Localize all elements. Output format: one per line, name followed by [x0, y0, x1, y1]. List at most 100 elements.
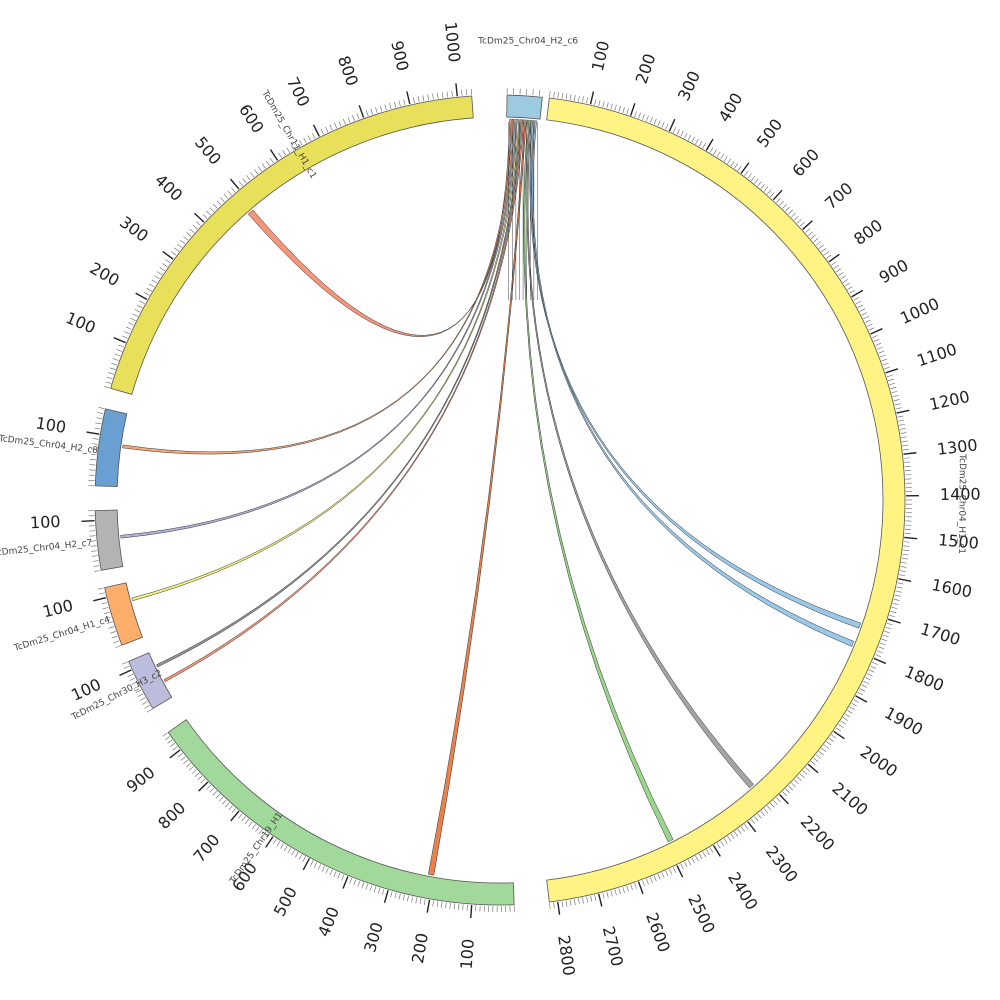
tick-label: 2600 — [642, 910, 674, 955]
minor-tick — [432, 93, 434, 100]
minor-tick — [614, 889, 617, 896]
minor-tick — [180, 239, 186, 245]
minor-tick — [875, 342, 882, 346]
minor-tick — [294, 142, 299, 148]
minor-tick — [128, 322, 134, 326]
minor-tick — [257, 166, 262, 172]
minor-tick — [680, 863, 684, 870]
minor-tick — [709, 147, 714, 153]
minor-tick — [423, 899, 426, 906]
minor-tick — [844, 282, 851, 287]
minor-tick — [894, 403, 901, 406]
major-tick — [119, 669, 132, 677]
link-c6-c1 — [531, 120, 855, 647]
minor-tick — [299, 140, 303, 146]
minor-tick — [365, 110, 369, 117]
minor-tick — [561, 901, 564, 908]
minor-tick — [171, 251, 177, 256]
minor-tick — [283, 845, 288, 852]
major-tick — [557, 901, 561, 915]
minor-tick — [272, 838, 277, 845]
minor-tick — [561, 92, 564, 99]
minor-tick — [684, 132, 688, 139]
minor-tick — [886, 374, 893, 378]
minor-tick — [737, 165, 742, 172]
minor-tick — [879, 642, 886, 646]
minor-tick — [853, 297, 859, 301]
minor-tick — [899, 428, 906, 430]
minor-tick — [390, 891, 393, 898]
minor-tick — [638, 112, 641, 119]
minor-tick — [853, 699, 859, 703]
tick-label: 800 — [154, 798, 189, 833]
minor-tick — [610, 103, 613, 110]
minor-tick — [737, 828, 742, 835]
minor-tick — [618, 888, 621, 895]
minor-tick — [760, 810, 765, 816]
minor-tick — [565, 93, 568, 100]
minor-tick — [177, 753, 183, 758]
major-tick — [887, 618, 901, 624]
minor-tick — [209, 787, 215, 793]
minor-tick — [122, 661, 128, 665]
segment-name-c8: TcDm25_Chr04_H2_c8 — [0, 434, 99, 456]
minor-tick — [250, 172, 255, 178]
minor-tick — [893, 598, 900, 601]
minor-tick — [889, 614, 896, 618]
segment-name-c1: TcDm25_Chr04_H1_c1 — [956, 453, 967, 554]
minor-tick — [606, 102, 609, 109]
minor-tick — [898, 419, 905, 422]
minor-tick — [687, 859, 692, 866]
minor-tick — [744, 823, 749, 830]
major-tick — [903, 452, 917, 455]
minor-tick — [370, 108, 373, 115]
minor-tick — [412, 97, 415, 104]
minor-tick — [302, 856, 306, 862]
minor-tick — [598, 100, 601, 107]
minor-tick — [111, 635, 118, 639]
minor-tick — [863, 315, 869, 320]
minor-tick — [132, 313, 138, 317]
segment-grey — [94, 509, 124, 571]
minor-tick — [672, 127, 677, 133]
minor-tick — [894, 594, 901, 597]
tick-label: 2700 — [599, 924, 627, 968]
minor-tick — [865, 677, 871, 681]
minor-tick — [747, 173, 752, 179]
minor-tick — [136, 304, 143, 309]
minor-tick — [291, 850, 295, 856]
minor-tick — [818, 751, 824, 756]
major-tick — [747, 821, 757, 833]
minor-tick — [676, 129, 680, 135]
major-tick — [828, 253, 840, 263]
minor-tick — [582, 897, 584, 904]
minor-tick — [727, 158, 732, 164]
minor-tick — [422, 95, 425, 102]
tick-label: 2100 — [828, 778, 871, 819]
minor-tick — [94, 427, 101, 430]
minor-tick — [549, 91, 551, 98]
minor-tick — [884, 366, 891, 370]
minor-tick — [90, 545, 97, 547]
minor-tick — [888, 378, 894, 382]
minor-tick — [791, 212, 796, 218]
major-tick — [81, 519, 95, 523]
minor-tick — [873, 339, 880, 342]
minor-tick — [186, 232, 192, 237]
minor-tick — [325, 867, 329, 874]
tick-label: 100 — [457, 938, 478, 970]
minor-tick — [90, 540, 97, 542]
minor-tick — [810, 234, 816, 240]
minor-tick — [646, 115, 649, 122]
link-c6-chr30 — [163, 119, 525, 683]
major-tick — [589, 91, 595, 105]
minor-tick — [578, 898, 580, 905]
minor-tick — [231, 187, 236, 193]
minor-tick — [618, 105, 621, 112]
tick-label: 500 — [191, 133, 225, 169]
minor-tick — [441, 92, 444, 99]
minor-tick — [241, 816, 246, 822]
minor-tick — [606, 891, 609, 898]
minor-tick — [622, 107, 625, 114]
minor-tick — [734, 831, 739, 837]
